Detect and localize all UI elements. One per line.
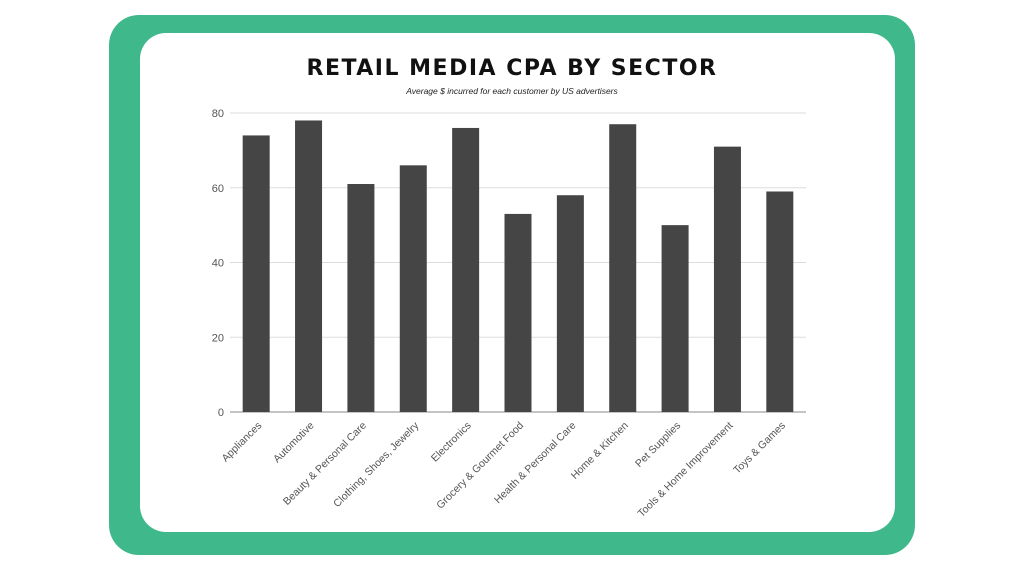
bar [242, 135, 270, 413]
x-tick-label: Toys & Games [731, 420, 788, 477]
bar [609, 124, 637, 413]
bar [399, 165, 427, 412]
y-tick-label: 80 [212, 108, 224, 120]
bar [295, 120, 323, 412]
bar [661, 225, 689, 412]
x-tick-label: Clothing, Shoes, Jewelry [331, 419, 422, 510]
bar [504, 213, 532, 412]
bar [713, 146, 741, 412]
y-tick-label: 20 [212, 332, 224, 344]
bar [347, 184, 375, 412]
bars [242, 120, 794, 413]
x-tick-label: Home & Kitchen [569, 420, 631, 482]
y-tick-label: 0 [218, 407, 224, 419]
bar [452, 127, 480, 412]
bar [766, 191, 794, 412]
y-axis-ticks: 0 20 40 60 80 [212, 108, 224, 419]
x-tick-label: Appliances [219, 420, 264, 465]
chart-title: RETAIL MEDIA CPA BY SECTOR [306, 56, 718, 81]
x-tick-label: Tools & Home Improvement [635, 420, 735, 520]
bar [556, 195, 584, 412]
y-tick-label: 60 [212, 183, 224, 195]
chart-subtitle: Average $ incurred for each customer by … [406, 86, 618, 96]
x-tick-label: Automotive [271, 420, 317, 466]
x-tick-label: Pet Supplies [633, 420, 683, 470]
y-tick-label: 40 [212, 258, 224, 270]
x-tick-label: Electronics [429, 420, 474, 465]
x-tick-label: Grocery & Gourmet Food [434, 420, 526, 512]
